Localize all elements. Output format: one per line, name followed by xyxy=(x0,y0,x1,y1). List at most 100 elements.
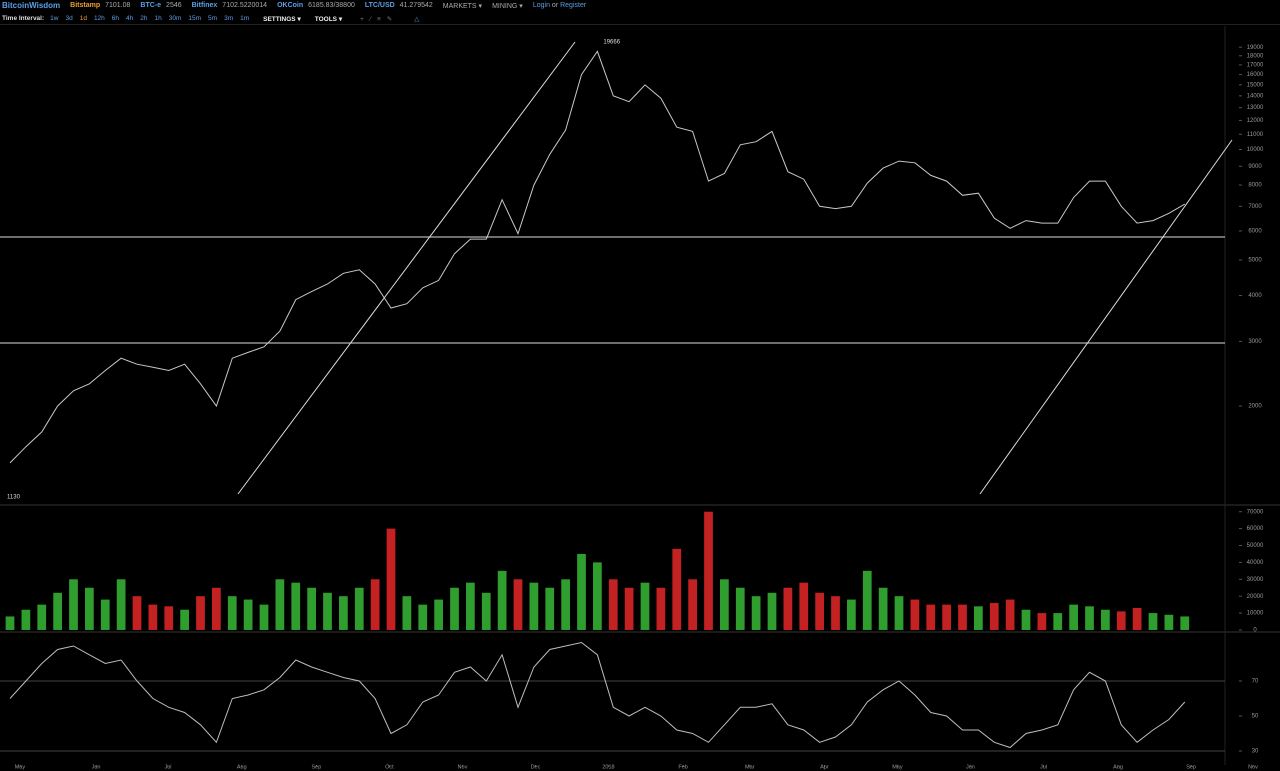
ticker-name[interactable]: Bitfinex xyxy=(191,2,218,9)
volume-bar xyxy=(593,562,602,630)
menu[interactable]: MARKETS ▾ xyxy=(442,2,483,10)
brand[interactable]: BitcoinWisdom xyxy=(2,1,61,10)
interval-button[interactable]: 5m xyxy=(208,15,218,22)
volume-bar xyxy=(275,579,285,630)
x-tick-label: Jul xyxy=(1040,764,1047,770)
volume-bar xyxy=(799,582,809,630)
volume-bar xyxy=(1005,599,1015,630)
volume-bar xyxy=(5,616,15,630)
ticker-name[interactable]: BTC-e xyxy=(140,2,162,9)
volume-bar xyxy=(704,511,713,630)
volume-bar xyxy=(751,596,761,630)
draw-tools[interactable]: +⁄≡✎ xyxy=(360,15,399,23)
volume-bar xyxy=(942,604,951,630)
menu[interactable]: MINING ▾ xyxy=(492,2,523,10)
x-tick-label: Nov xyxy=(1248,764,1258,770)
volume-bar xyxy=(862,570,872,630)
interval-button[interactable]: 1h xyxy=(154,15,162,22)
y-tick-label: 40000 xyxy=(1247,560,1264,566)
ticker-name[interactable]: LTC/USD xyxy=(364,2,395,9)
ticker[interactable]: OKCoin 6185.83/38800 xyxy=(277,2,355,9)
volume-bar xyxy=(180,609,189,630)
volume-bar xyxy=(243,599,253,630)
ticker-price: 6185.83/38800 xyxy=(308,2,355,9)
volume-bar xyxy=(259,604,269,630)
interval-button[interactable]: 1d xyxy=(79,15,87,22)
ticker-price: 7102.5220014 xyxy=(222,2,268,9)
y-tick-label: 12000 xyxy=(1247,118,1264,124)
top-bar: BitcoinWisdom Bitstamp 7101.08 BTC-e 2546 Bi… xyxy=(0,0,1280,11)
x-tick-label: May xyxy=(15,764,26,770)
interval-button[interactable]: 15m xyxy=(188,15,202,22)
volume-bar xyxy=(1069,604,1078,630)
settings-label[interactable]: SETTINGS xyxy=(263,15,296,23)
y-tick-label: 6000 xyxy=(1248,228,1262,234)
volume-bar xyxy=(1085,606,1094,630)
volume-bar xyxy=(402,596,412,630)
interval-button[interactable]: 12h xyxy=(93,15,105,22)
volume-bar xyxy=(561,579,570,630)
x-tick-label: Mar xyxy=(745,764,755,770)
interval-button[interactable]: 3d xyxy=(65,15,73,22)
volume-bar xyxy=(1037,613,1047,630)
interval-button[interactable]: 30m xyxy=(168,15,182,22)
volume-bar xyxy=(831,596,840,630)
menu-label[interactable]: MINING xyxy=(492,2,518,10)
ticker[interactable]: LTC/USD 41.279542 xyxy=(365,2,433,9)
alert-icon[interactable]: △ xyxy=(414,15,420,23)
volume-bar xyxy=(21,609,31,630)
y-tick-label: 30 xyxy=(1252,749,1259,755)
menu-label[interactable]: MARKETS xyxy=(442,2,477,10)
y-tick-label: 9000 xyxy=(1248,164,1262,170)
interval-button[interactable]: 4h xyxy=(126,15,134,22)
interval-button[interactable]: 1m xyxy=(240,15,250,22)
settings-menu[interactable]: SETTINGS ▾ xyxy=(263,15,301,23)
volume-bar xyxy=(370,579,380,630)
y-tick-label: 60000 xyxy=(1247,526,1264,532)
y-tick-label: 10000 xyxy=(1247,147,1264,153)
x-tick-label: Feb xyxy=(678,764,687,770)
volume-bar xyxy=(164,606,174,630)
y-tick-label: 8000 xyxy=(1248,183,1262,189)
volume-bar xyxy=(37,604,47,630)
volume-bar xyxy=(815,592,824,630)
y-tick-label: 14000 xyxy=(1247,93,1264,99)
ticker[interactable]: BTC-e 2546 xyxy=(140,2,181,9)
y-tick-label: 5000 xyxy=(1248,258,1262,264)
volume-bar xyxy=(672,548,682,630)
y-tick-label: 18000 xyxy=(1247,53,1264,59)
register-link[interactable]: Register xyxy=(560,2,587,9)
volume-bar xyxy=(1021,609,1031,630)
interval-button[interactable]: 2h xyxy=(140,15,148,22)
ticker[interactable]: Bitfinex 7102.5220014 xyxy=(192,2,267,9)
interval-button[interactable]: 6h xyxy=(111,15,120,22)
volume-bar xyxy=(1116,611,1126,630)
volume-bar xyxy=(577,553,586,630)
volume-bar xyxy=(481,592,491,630)
volume-bar xyxy=(339,596,348,630)
volume-bar xyxy=(926,604,936,630)
y-tick-label: 10000 xyxy=(1247,611,1264,617)
login-link[interactable]: Login xyxy=(532,2,550,9)
ticker-name[interactable]: OKCoin xyxy=(277,2,304,9)
x-tick-label: 2018 xyxy=(602,764,614,770)
x-tick-label: Jun xyxy=(92,764,101,770)
interval-button[interactable]: 1w xyxy=(50,15,59,22)
volume-bar xyxy=(307,587,316,630)
volume-bar xyxy=(783,587,793,630)
x-tick-label: Nov xyxy=(458,764,468,770)
x-tick-label: Aug xyxy=(1113,764,1123,770)
volume-bar xyxy=(132,596,142,630)
volume-bar xyxy=(720,579,729,630)
volume-bar xyxy=(497,570,507,630)
tools-menu[interactable]: TOOLS ▾ xyxy=(314,15,343,23)
volume-bar xyxy=(212,587,221,630)
tools-label[interactable]: TOOLS xyxy=(314,15,338,23)
ticker-name[interactable]: Bitstamp xyxy=(70,2,101,9)
ticker[interactable]: Bitstamp 7101.08 xyxy=(70,2,130,9)
interval-button[interactable]: 3m xyxy=(224,15,234,22)
ticker-price: 7101.08 xyxy=(105,2,131,9)
volume-bar xyxy=(974,606,983,630)
y-tick-label: 0 xyxy=(1253,628,1257,634)
